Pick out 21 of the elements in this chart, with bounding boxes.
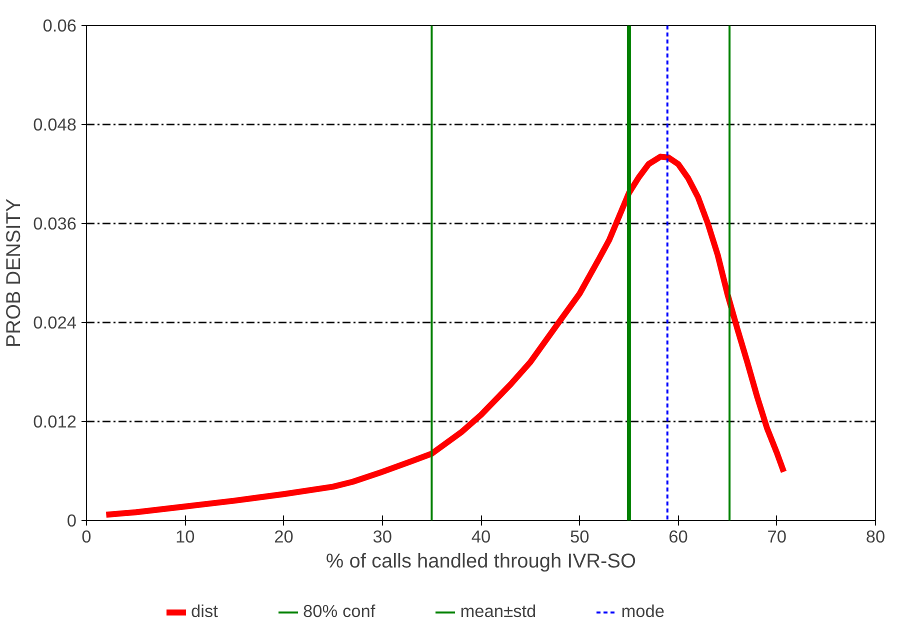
x-axis-title: % of calls handled through IVR-SO — [326, 550, 636, 572]
x-tick-label: 30 — [372, 526, 392, 546]
x-tick-label: 10 — [175, 526, 195, 546]
y-tick-label: 0 — [66, 510, 77, 530]
legend-label: mode — [621, 601, 665, 622]
y-tick-label: 0.012 — [33, 412, 77, 432]
y-tick-label: 0.024 — [33, 312, 77, 332]
x-tick-label: 50 — [570, 526, 590, 546]
y-tick-label: 0.06 — [42, 16, 77, 36]
y-tick-label: 0.036 — [33, 214, 77, 234]
y-tick-label: 0.048 — [33, 114, 77, 134]
x-tick-label: 20 — [274, 526, 294, 546]
legend-label: 80% conf — [302, 601, 376, 622]
x-tick-label: 40 — [471, 526, 491, 546]
x-tick-label: 60 — [668, 526, 688, 546]
x-tick-label: 70 — [767, 526, 787, 546]
x-tick-label: 0 — [82, 526, 92, 546]
legend-label: dist — [191, 601, 218, 622]
legend-label: mean±std — [460, 601, 536, 622]
x-tick-label: 80 — [866, 526, 886, 546]
y-axis-title: PROB DENSITY — [3, 198, 26, 348]
